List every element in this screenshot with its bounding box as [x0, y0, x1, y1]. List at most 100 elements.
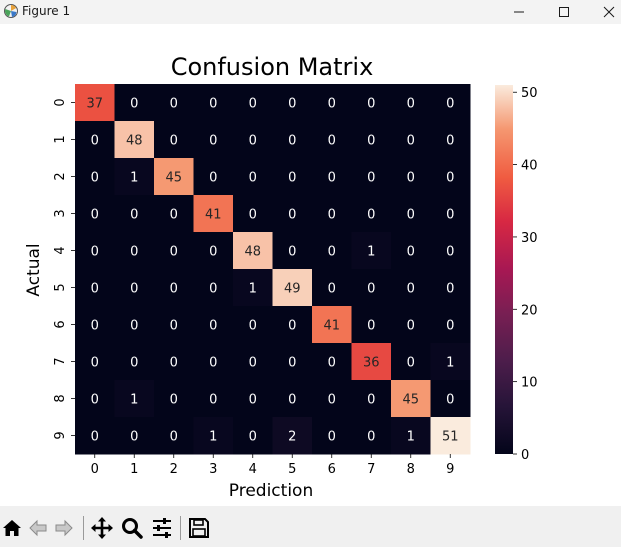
cell-annotation: 0: [249, 319, 257, 334]
heatmap-cell: [351, 269, 392, 307]
cell-annotation: 48: [126, 134, 143, 149]
cell-annotation: 0: [367, 171, 375, 186]
cell-annotation: 0: [288, 171, 296, 186]
heatmap-cell: [75, 343, 115, 381]
heatmap-cell: [233, 380, 273, 418]
figure-canvas[interactable]: Confusion Matrix 37 0 0 0 0 0 0 0 0 0 0 48 0 0 0 0 0 0 0 0 0…: [0, 24, 621, 506]
cell-annotation: 0: [209, 319, 217, 334]
cell-annotation: 0: [130, 319, 138, 334]
home-button[interactable]: [0, 516, 24, 540]
forward-icon: [55, 519, 73, 537]
cell-annotation: 0: [367, 97, 375, 112]
heatmap-cell: [312, 232, 352, 270]
cell-annotation: 0: [91, 393, 99, 408]
heatmap-cell: [312, 343, 352, 381]
heatmap-cell: [193, 195, 234, 233]
x-tick-label: 6: [328, 462, 336, 477]
cell-annotation: 0: [249, 171, 257, 186]
colorbar-tick-label: 50: [521, 86, 538, 101]
close-button[interactable]: [586, 0, 621, 24]
cell-annotation: 41: [205, 208, 222, 223]
cell-annotation: 0: [249, 134, 257, 149]
maximize-button[interactable]: [541, 0, 587, 24]
cell-annotation: 0: [249, 208, 257, 223]
cell-annotation: 0: [446, 171, 454, 186]
cell-annotation: 0: [328, 245, 336, 260]
cell-annotation: 0: [407, 245, 415, 260]
title-bar[interactable]: Figure 1: [0, 0, 621, 24]
back-button[interactable]: [26, 516, 50, 540]
matplotlib-icon: [4, 4, 18, 18]
heatmap-cell: [430, 380, 471, 418]
cell-annotation: 0: [209, 134, 217, 149]
pan-button[interactable]: [90, 516, 114, 540]
y-tick-label: 9: [53, 431, 68, 439]
heatmap-cell: [272, 121, 313, 159]
heatmap-cell: [193, 380, 234, 418]
minimize-button[interactable]: [496, 0, 542, 24]
save-button[interactable]: [187, 516, 211, 540]
heatmap-cell: [233, 417, 273, 455]
heatmap-cell: [391, 380, 431, 418]
cell-annotation: 0: [367, 430, 375, 445]
heatmap-cell: [75, 195, 115, 233]
zoom-button[interactable]: [120, 516, 144, 540]
y-tick-label: 2: [53, 172, 68, 180]
cell-annotation: 0: [328, 208, 336, 223]
cell-annotation: 0: [91, 208, 99, 223]
heatmap-cell: [312, 380, 352, 418]
cell-annotation: 0: [209, 97, 217, 112]
heatmap-cell: [351, 417, 392, 455]
cell-annotation: 0: [130, 430, 138, 445]
heatmap-cell: [193, 417, 234, 455]
y-tick-label: 1: [53, 135, 68, 143]
cell-annotation: 0: [130, 356, 138, 371]
zoom-icon: [122, 518, 143, 539]
cell-annotation: 0: [367, 319, 375, 334]
heatmap-cell: [351, 158, 392, 196]
configure-subplots-icon: [153, 518, 171, 538]
heatmap-cell: [233, 158, 273, 196]
heatmap-cell: [114, 306, 155, 344]
cell-annotation: 1: [130, 171, 138, 186]
heatmap-cell: [154, 306, 194, 344]
heatmap-cell: [233, 269, 273, 307]
cell-annotation: 0: [209, 171, 217, 186]
x-tick-label: 7: [367, 462, 375, 477]
heatmap-cell: [272, 306, 313, 344]
cell-annotation: 0: [446, 97, 454, 112]
maximize-icon: [559, 7, 569, 17]
heatmap-cell: [75, 269, 115, 307]
cell-annotation: 0: [367, 208, 375, 223]
heatmap-cell: [312, 121, 352, 159]
heatmap-cell: [193, 121, 234, 159]
cell-annotation: 48: [244, 245, 261, 260]
cell-annotation: 0: [446, 208, 454, 223]
cell-annotation: 0: [288, 208, 296, 223]
cell-annotation: 0: [367, 134, 375, 149]
pan-icon: [91, 517, 113, 539]
x-tick-label: 8: [407, 462, 415, 477]
heatmap-cell: [391, 269, 431, 307]
heatmap-cell: [351, 306, 392, 344]
cell-annotation: 0: [446, 319, 454, 334]
cell-annotation: 0: [367, 282, 375, 297]
forward-button[interactable]: [52, 516, 76, 540]
cell-annotation: 0: [249, 430, 257, 445]
cell-annotation: 0: [446, 393, 454, 408]
cell-annotation: 0: [209, 282, 217, 297]
heatmap-cell: [75, 417, 115, 455]
configure-subplots-button[interactable]: [150, 516, 174, 540]
cell-annotation: 0: [407, 356, 415, 371]
heatmap-cell: [391, 195, 431, 233]
cell-annotation: 1: [367, 245, 375, 260]
cell-annotation: 0: [328, 134, 336, 149]
cell-annotation: 0: [249, 393, 257, 408]
heatmap-cell: [193, 84, 234, 122]
cell-annotation: 0: [91, 245, 99, 260]
colorbar-tick-label: 0: [521, 448, 529, 463]
cell-annotation: 0: [170, 134, 178, 149]
heatmap-cell: [154, 84, 194, 122]
confusion-matrix-chart: Confusion Matrix 37 0 0 0 0 0 0 0 0 00 48 0 0 0 0 0 0 0 00…: [24, 53, 538, 501]
x-tick-label: 9: [446, 462, 454, 477]
